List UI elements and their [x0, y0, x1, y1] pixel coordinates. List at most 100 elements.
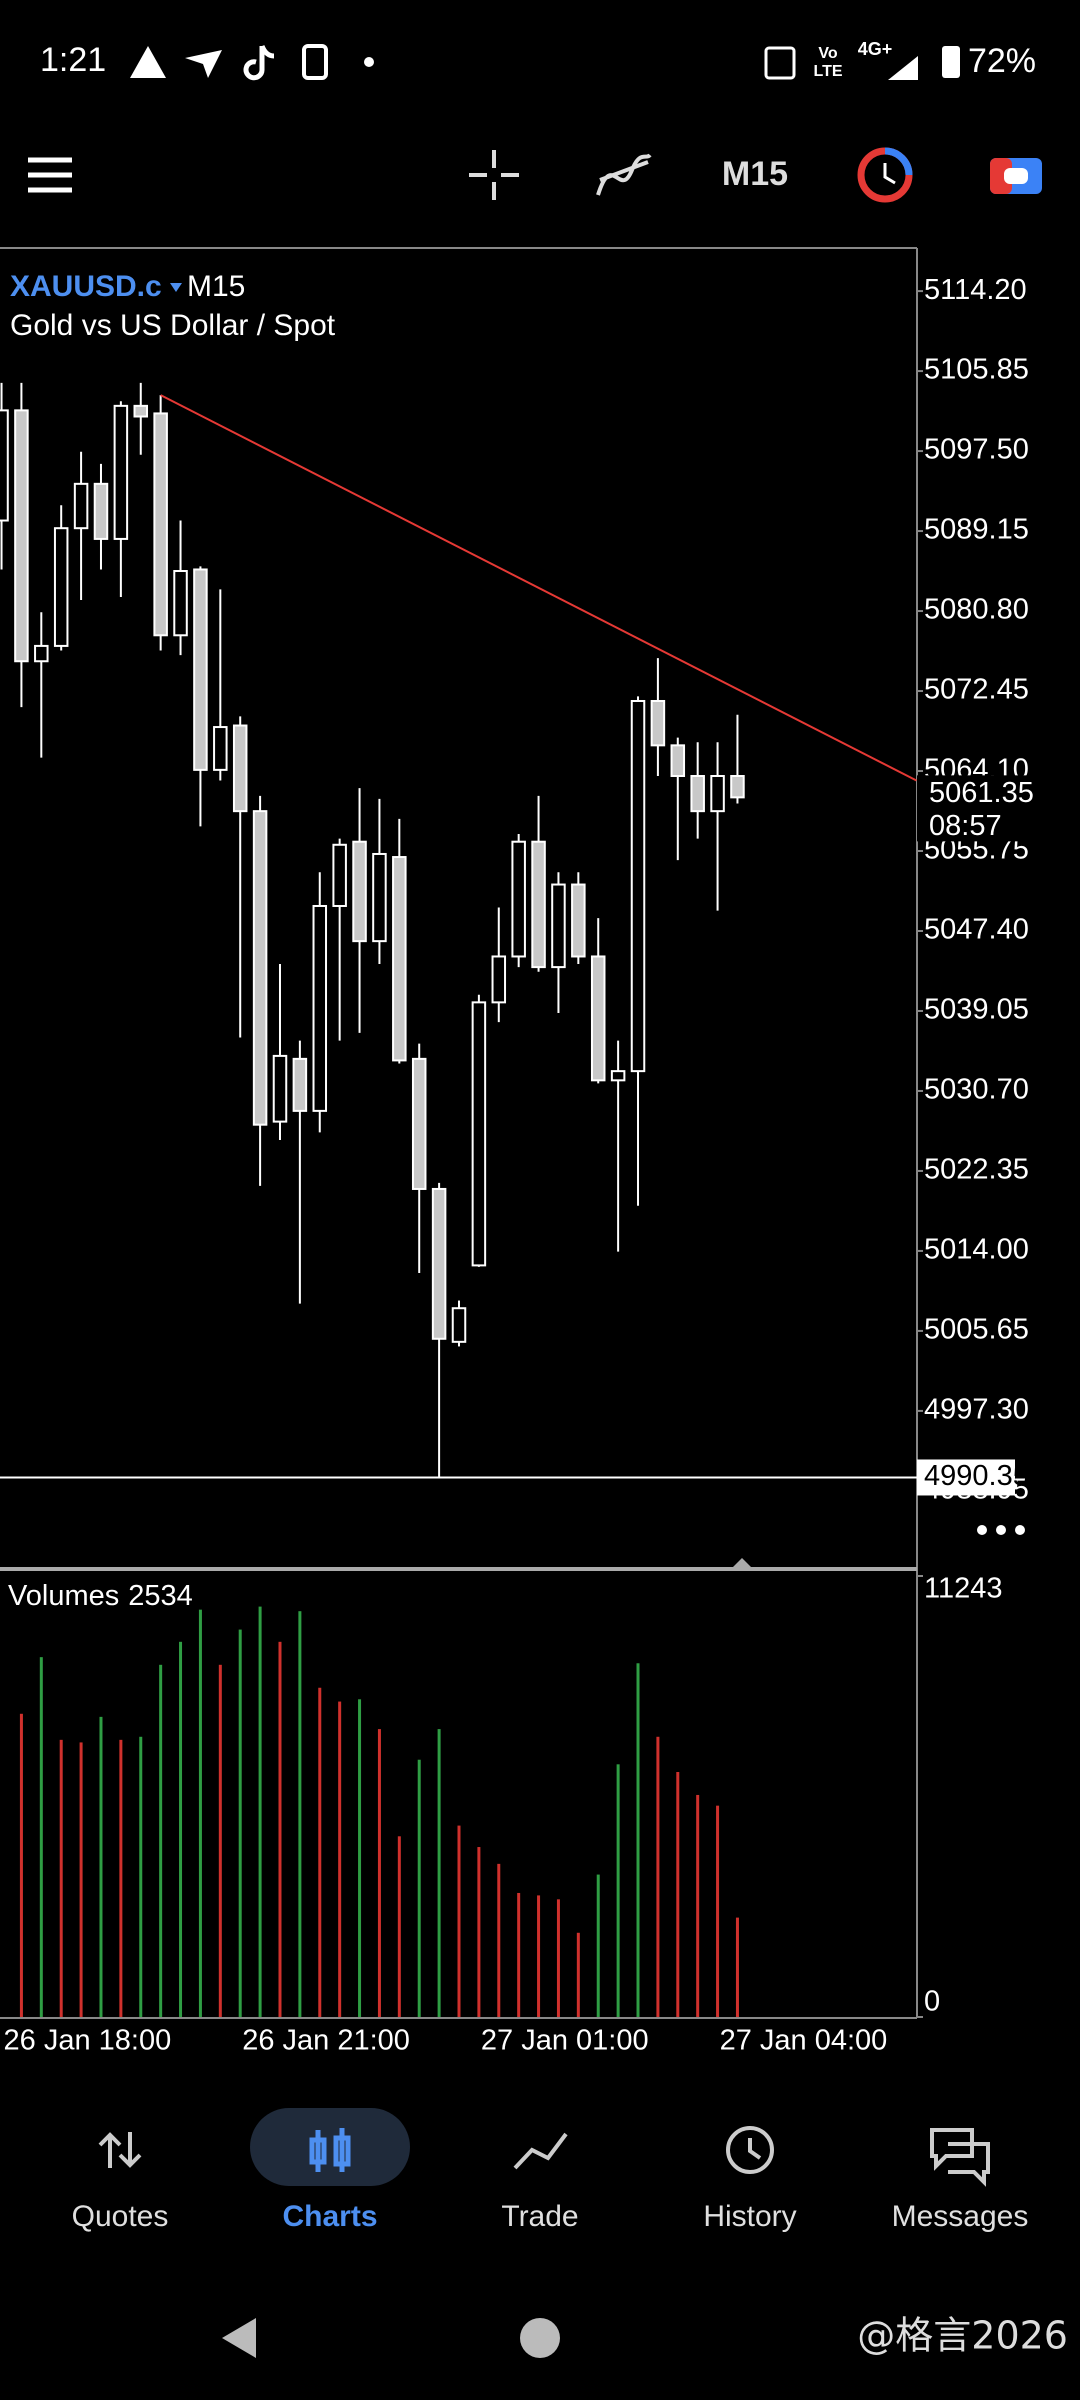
candle-body — [690, 775, 705, 813]
y-tick-label: 4997.30 — [924, 1394, 1029, 1426]
volume-bar — [735, 1917, 739, 2017]
volume-bar — [19, 1713, 23, 2017]
hline-label-box — [917, 1459, 1015, 1496]
nfc-icon — [764, 46, 796, 80]
candle-body — [451, 1307, 467, 1343]
candle-body — [511, 840, 526, 958]
candle-body — [710, 775, 725, 813]
nav-label[interactable]: Quotes — [72, 2200, 169, 2233]
volume-bar — [318, 1687, 322, 2017]
y-tick-label: 0 — [924, 1986, 940, 2018]
x-tick-label: 27 Jan 04:00 — [720, 2025, 888, 2057]
menu-button[interactable] — [28, 157, 72, 193]
volume-label: Volumes 2534 — [8, 1580, 193, 1612]
y-tick-label: 5097.50 — [924, 434, 1029, 466]
toggle-left — [990, 158, 1012, 194]
volume-bar — [258, 1606, 262, 2017]
clock: 1:21 — [40, 41, 106, 79]
candle-body — [14, 409, 29, 663]
x-tick-label: 27 Jan 01:00 — [481, 2025, 649, 2057]
y-tick-label: 5022.35 — [924, 1154, 1029, 1186]
charts-icon — [309, 2128, 351, 2172]
candle-body — [630, 699, 646, 1073]
symbol-dropdown[interactable] — [170, 283, 182, 292]
clock-arc — [884, 147, 913, 176]
quotes-icon — [98, 2132, 142, 2168]
y-tick-label: 5072.45 — [924, 674, 1029, 706]
chart-frame — [0, 247, 918, 2019]
back-button[interactable] — [222, 2318, 256, 2358]
volume-bar — [596, 1874, 600, 2017]
phone-icon — [302, 44, 328, 80]
candle-body — [133, 404, 149, 418]
clock-hands — [883, 163, 896, 185]
y-tick-label: 5114.20 — [924, 274, 1027, 306]
candle-body — [213, 726, 228, 771]
candle-body — [252, 810, 268, 1126]
candle-body — [471, 1001, 487, 1267]
timeframe-button[interactable]: M15 — [722, 155, 788, 193]
signal-icon — [888, 56, 918, 80]
volume-bar — [417, 1759, 421, 2017]
volume-bar — [636, 1663, 640, 2017]
candle-body — [531, 840, 546, 969]
x-tick-label: 26 Jan 18:00 — [4, 2025, 172, 2057]
nav-label[interactable]: History — [703, 2200, 796, 2233]
crosshair-button[interactable] — [469, 150, 519, 200]
volume-plot — [19, 1606, 739, 2017]
volume-bar — [616, 1764, 620, 2017]
volume-bar — [198, 1609, 202, 2017]
candle-body — [312, 904, 328, 1112]
history-icon — [726, 2126, 774, 2174]
volume-bar — [39, 1657, 43, 2017]
trade-toggle[interactable] — [990, 158, 1042, 194]
candle-body — [551, 883, 566, 969]
nav-label[interactable]: Messages — [892, 2200, 1029, 2233]
volume-bar — [278, 1641, 282, 2017]
symbol-name[interactable]: XAUUSD.c — [10, 270, 162, 303]
volume-bar — [238, 1629, 242, 2017]
volume-bar — [139, 1736, 143, 2017]
candle-body — [113, 404, 129, 540]
y-tick-label: 5080.80 — [924, 594, 1029, 626]
candle-body — [431, 1187, 447, 1340]
volume-last: 2534 — [128, 1580, 193, 1612]
candle-body — [650, 699, 666, 747]
candle-body — [571, 883, 586, 958]
candle-body — [392, 856, 407, 1062]
volume-bar — [437, 1729, 441, 2017]
y-tick-label: 5089.15 — [924, 514, 1029, 546]
countdown-label: 08:57 — [929, 810, 1002, 842]
toolbar: M15 — [28, 147, 1042, 203]
trade-icon — [513, 2132, 568, 2170]
price-label-box — [917, 775, 1052, 842]
price-plot — [0, 382, 917, 1479]
home-button[interactable] — [520, 2318, 560, 2358]
dot — [1015, 1525, 1025, 1535]
indicators-button[interactable] — [596, 153, 652, 196]
volume-bar — [576, 1932, 580, 2017]
volume-bar — [656, 1736, 660, 2017]
more-button[interactable] — [977, 1525, 1025, 1535]
clock-button[interactable] — [857, 147, 913, 203]
dot — [996, 1525, 1006, 1535]
volume-bar — [99, 1716, 103, 2017]
volume-bar — [218, 1664, 222, 2017]
nav-icons — [98, 2126, 990, 2187]
nav-label[interactable]: Charts — [282, 2200, 377, 2233]
volume-bar — [59, 1739, 63, 2017]
separator-handle[interactable] — [733, 1558, 751, 1567]
candle-body — [93, 482, 109, 540]
trendline — [160, 394, 917, 782]
nav-label[interactable]: Trade — [501, 2200, 578, 2233]
candle-body — [730, 775, 745, 799]
volume-bar — [358, 1699, 362, 2017]
candle-body — [372, 852, 387, 943]
volume-bar — [537, 1895, 541, 2017]
candle-body — [292, 1057, 308, 1112]
status-bar: 1:21 Vo LTE 4G+ 72% — [40, 39, 1036, 80]
tiktok-icon — [243, 44, 275, 81]
candle-body — [272, 1054, 288, 1123]
candle-body — [411, 1057, 427, 1190]
